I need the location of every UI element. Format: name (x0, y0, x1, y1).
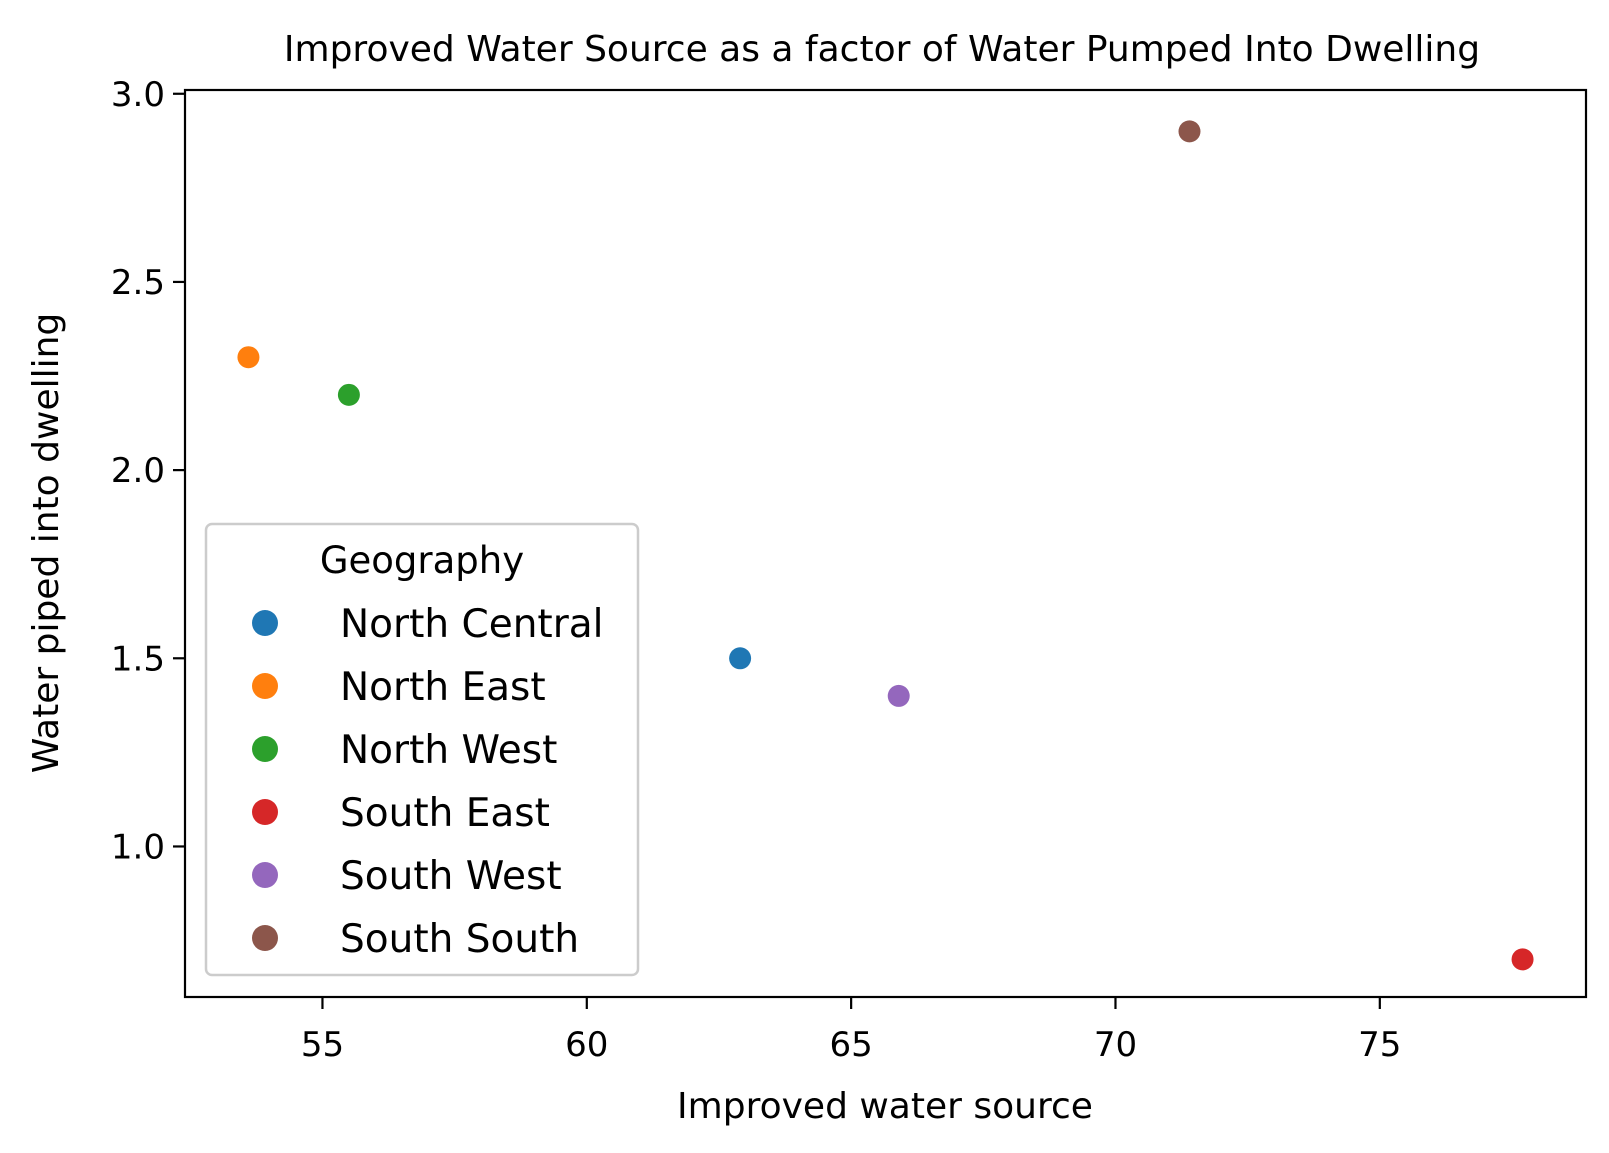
legend-item-label: North Central (340, 602, 603, 647)
legend-marker (252, 610, 278, 636)
legend-item-label: North West (340, 728, 557, 773)
legend-box (204, 522, 640, 977)
legend-item-label: South South (340, 917, 579, 962)
legend-item-label: South West (340, 854, 562, 899)
data-point (337, 383, 360, 406)
y-tick-label: 1.5 (111, 639, 165, 679)
legend-title: Geography (320, 539, 524, 582)
legend: Geography North Central North East North W… (204, 522, 640, 977)
x-tick-label: 55 (301, 1025, 344, 1065)
y-tick-label: 3.0 (111, 75, 165, 115)
y-tick-label: 2.5 (111, 263, 165, 303)
data-point (887, 684, 910, 707)
legend-item-label: South East (340, 791, 550, 836)
y-axis-label: Water piped into dwelling (26, 313, 67, 774)
legend-marker (252, 862, 278, 888)
legend-marker (252, 925, 278, 951)
y-axis: 1.0 1.5 2.0 2.5 3.0 (111, 75, 185, 867)
data-point (1511, 948, 1534, 971)
legend-marker (252, 673, 278, 699)
data-points (237, 120, 1534, 971)
chart-title: Improved Water Source as a factor of Wat… (284, 29, 1480, 70)
legend-item-label: North East (340, 665, 546, 710)
x-tick-label: 60 (565, 1025, 608, 1065)
x-axis: 55 60 65 70 75 (301, 997, 1401, 1065)
x-tick-label: 70 (1094, 1025, 1137, 1065)
data-point (237, 346, 260, 369)
y-tick-label: 1.0 (111, 827, 165, 867)
data-point (729, 647, 752, 670)
x-axis-label: Improved water source (677, 1086, 1093, 1127)
legend-marker (252, 799, 278, 825)
x-tick-label: 65 (830, 1025, 873, 1065)
data-point (1178, 120, 1201, 143)
legend-marker (252, 736, 278, 762)
plot-area (183, 88, 1588, 999)
y-tick-label: 2.0 (111, 451, 165, 491)
x-tick-label: 75 (1358, 1025, 1401, 1065)
